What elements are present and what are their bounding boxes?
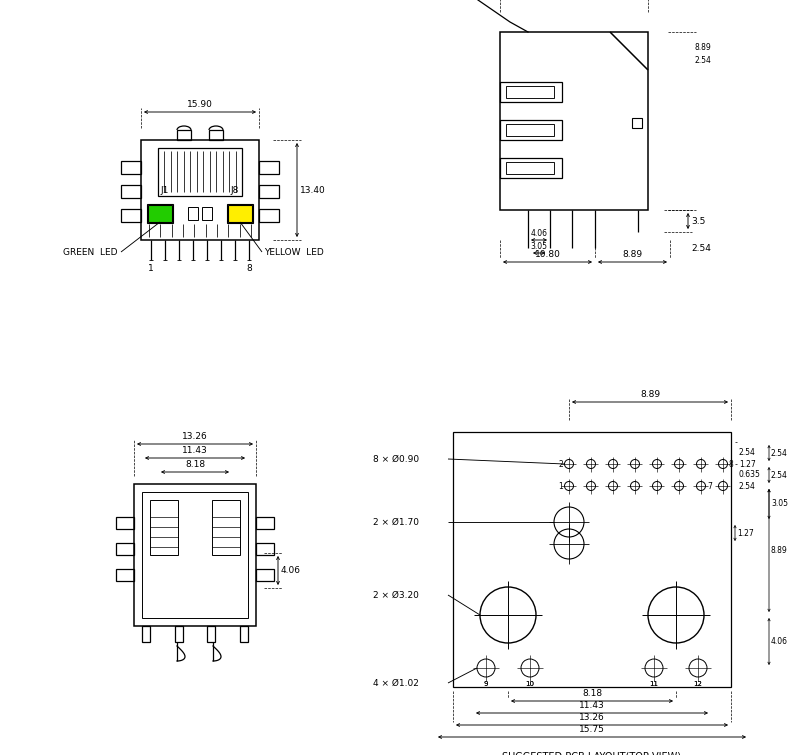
- Text: 4 × Ø1.02: 4 × Ø1.02: [372, 679, 418, 688]
- Bar: [116, 543, 134, 555]
- Text: 8.18: 8.18: [581, 689, 601, 698]
- Bar: [259, 209, 279, 222]
- Bar: [121, 209, 141, 222]
- Bar: [259, 161, 279, 174]
- Text: SUGGESTED PCB LAYOUT(TOP VIEW): SUGGESTED PCB LAYOUT(TOP VIEW): [502, 752, 680, 755]
- Text: 12: 12: [693, 681, 702, 687]
- Bar: [148, 205, 172, 222]
- Bar: [631, 118, 642, 128]
- Text: 8.89: 8.89: [639, 390, 659, 399]
- Text: 11: 11: [649, 681, 658, 687]
- Text: 10: 10: [525, 681, 534, 687]
- Bar: [453, 432, 730, 687]
- Bar: [212, 500, 240, 555]
- Text: 2 × Ø3.20: 2 × Ø3.20: [372, 590, 418, 599]
- Bar: [174, 626, 182, 642]
- Text: 2 × Ø1.70: 2 × Ø1.70: [372, 517, 418, 526]
- Text: 11: 11: [649, 681, 658, 687]
- Text: 1.27: 1.27: [738, 460, 755, 469]
- Text: 13.26: 13.26: [578, 713, 604, 722]
- Text: 13.40: 13.40: [299, 186, 325, 195]
- Text: 2.54: 2.54: [770, 470, 787, 479]
- Bar: [141, 140, 259, 240]
- Bar: [134, 484, 255, 626]
- Text: 2: 2: [558, 460, 562, 469]
- Bar: [228, 205, 251, 222]
- Text: 2.54: 2.54: [770, 448, 787, 458]
- Bar: [121, 185, 141, 198]
- Text: 3.5: 3.5: [690, 217, 705, 226]
- Bar: [188, 207, 198, 220]
- Bar: [207, 626, 215, 642]
- Bar: [500, 32, 647, 210]
- Text: 15.75: 15.75: [578, 725, 604, 734]
- Text: 8: 8: [246, 263, 251, 273]
- Text: 3.05: 3.05: [530, 242, 547, 251]
- Bar: [255, 517, 273, 529]
- Bar: [240, 626, 247, 642]
- Text: GREEN  LED: GREEN LED: [63, 248, 118, 257]
- Bar: [505, 162, 553, 174]
- Text: 8.18: 8.18: [185, 460, 205, 469]
- Text: 12: 12: [693, 681, 702, 687]
- Bar: [116, 517, 134, 529]
- Text: 8: 8: [728, 460, 733, 469]
- Bar: [227, 204, 253, 223]
- Text: J1: J1: [161, 186, 169, 195]
- Bar: [500, 82, 561, 102]
- Text: 2.54: 2.54: [738, 448, 755, 457]
- Text: 1: 1: [558, 482, 562, 491]
- Text: 4.06: 4.06: [770, 637, 787, 646]
- Bar: [202, 207, 212, 220]
- Text: 4.06: 4.06: [530, 229, 547, 238]
- Bar: [259, 185, 279, 198]
- Bar: [208, 130, 223, 140]
- Text: 4.06: 4.06: [281, 566, 301, 575]
- Text: YELLOW  LED: YELLOW LED: [264, 248, 324, 257]
- Text: 8.89: 8.89: [694, 42, 711, 51]
- Text: 11.43: 11.43: [182, 446, 208, 455]
- Text: 10: 10: [525, 681, 534, 687]
- Text: 10.80: 10.80: [534, 250, 560, 259]
- Bar: [116, 569, 134, 581]
- Bar: [150, 500, 178, 555]
- Bar: [255, 543, 273, 555]
- Text: 2.54: 2.54: [690, 244, 710, 252]
- Bar: [500, 158, 561, 178]
- Text: 3.05: 3.05: [770, 500, 787, 509]
- Text: 9: 9: [483, 681, 487, 687]
- Bar: [158, 148, 242, 196]
- Text: 15.90: 15.90: [187, 100, 212, 109]
- Text: 9: 9: [483, 681, 487, 687]
- Text: 11.43: 11.43: [578, 701, 604, 710]
- Bar: [505, 86, 553, 98]
- Text: 8 × Ø0.90: 8 × Ø0.90: [372, 455, 418, 464]
- Text: 2.54: 2.54: [694, 56, 711, 64]
- Bar: [142, 492, 247, 618]
- Text: J8: J8: [230, 186, 239, 195]
- Bar: [500, 120, 561, 140]
- Text: 8.89: 8.89: [770, 546, 787, 555]
- Text: 7: 7: [706, 482, 711, 491]
- Text: 2.54: 2.54: [738, 482, 755, 491]
- Bar: [121, 161, 141, 174]
- Bar: [142, 626, 150, 642]
- Text: 13.26: 13.26: [182, 432, 208, 441]
- Bar: [177, 130, 191, 140]
- Text: 1: 1: [148, 263, 154, 273]
- Bar: [147, 204, 173, 223]
- Text: 1.27: 1.27: [736, 528, 753, 538]
- Bar: [255, 569, 273, 581]
- Bar: [505, 124, 553, 136]
- Text: 8.89: 8.89: [622, 250, 642, 259]
- Text: 0.635: 0.635: [738, 470, 760, 479]
